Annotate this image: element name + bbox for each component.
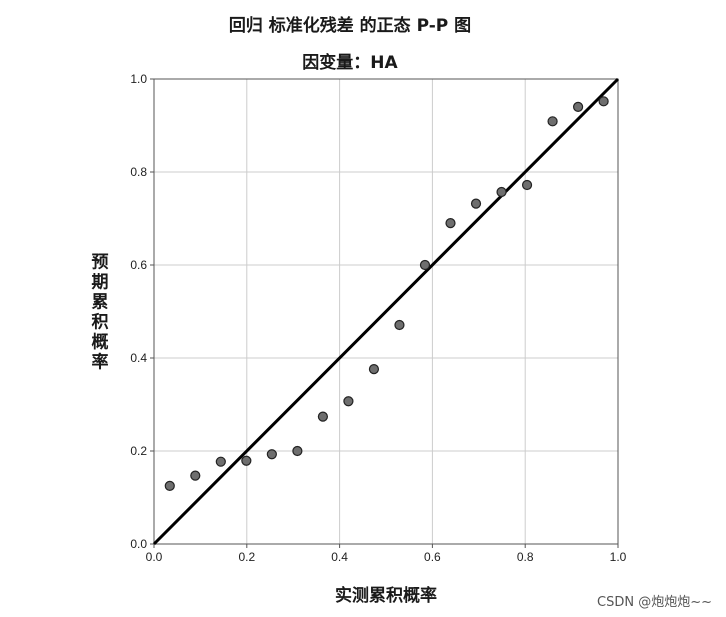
y-tick-label: 0.2 [130,444,147,458]
data-point [445,218,456,229]
data-point [572,101,584,113]
y-axis-title: 预期累积概率 [92,253,109,373]
x-tick-label: 0.8 [517,550,534,564]
x-tick-label: 1.0 [610,550,627,564]
watermark: CSDN @炮炮炮~~ [597,595,712,610]
data-point [598,96,609,107]
data-point [241,455,252,466]
data-point [419,259,431,271]
chart-subtitle: 因变量：HA [302,52,398,73]
y-tick-label: 0.4 [130,351,147,365]
data-point [496,186,507,198]
data-points [164,96,609,491]
y-tick-label: 0.8 [130,165,147,179]
x-tick-label: 0.6 [424,550,441,564]
data-point [521,179,533,191]
data-point [343,396,354,407]
y-tick-label: 1.0 [130,72,147,86]
data-point [470,198,482,209]
reference-line [152,77,620,546]
x-tick-label: 0.4 [331,550,348,564]
x-tick-label: 0.2 [238,550,255,564]
data-point [215,456,226,467]
tick-labels: 0.0 0.2 0.4 0.6 0.8 1.0 0.0 0.2 0.4 0.6 0.8 1.0 [130,72,626,564]
chart-title: 回归 标准化残差 的正态 P-P 图 [229,15,471,36]
data-point [190,470,201,481]
plot-frame [153,78,619,545]
data-point [317,411,328,422]
data-point [394,319,405,331]
data-point [164,480,175,491]
data-point [292,445,303,457]
data-point [547,116,558,127]
reference-line-layer [152,77,620,546]
data-point [266,449,277,460]
x-tick-label: 0.0 [146,550,163,564]
y-tick-label: 0.6 [130,258,147,272]
y-tick-label: 0.0 [130,537,147,551]
data-point [368,364,380,375]
x-axis-title: 实测累积概率 [335,585,437,606]
